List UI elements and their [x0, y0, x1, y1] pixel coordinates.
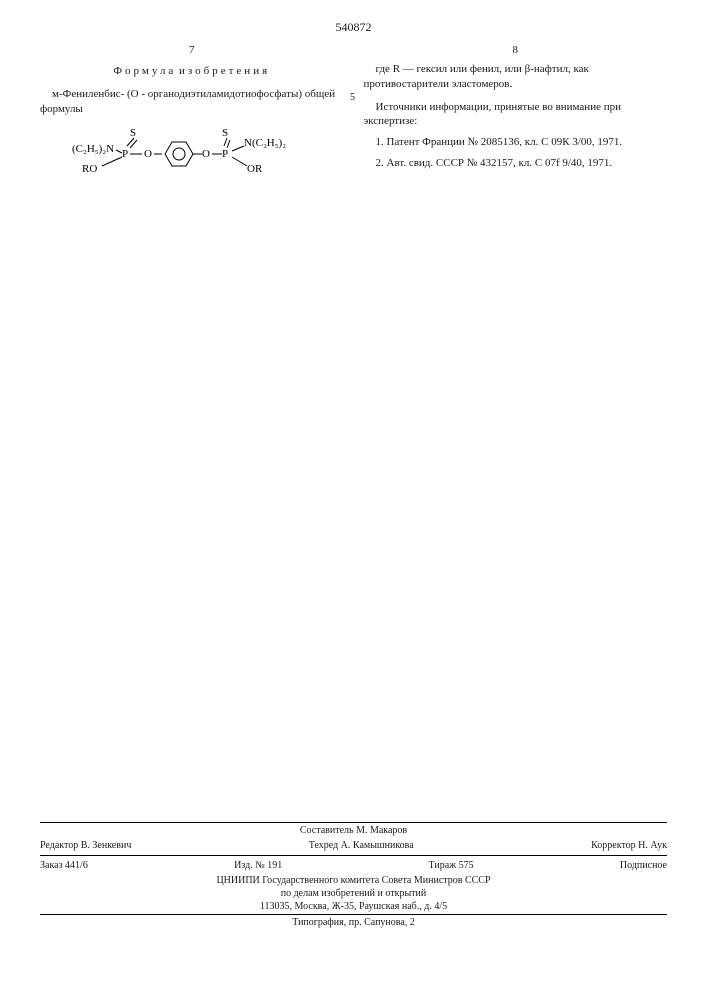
org2-line: по делам изобретений и открытий	[40, 888, 667, 899]
imprint-footer: Составитель М. Макаров Редактор В. Зенке…	[40, 820, 667, 930]
typo-line: Типография, пр. Сапунова, 2	[40, 917, 667, 928]
source-1: 1. Патент Франции № 2085136, кл. С 09К 3…	[364, 135, 668, 150]
svg-text:O: O	[144, 148, 152, 160]
editor-row: Редактор В. Зенкевич Техред А. Камышнико…	[40, 838, 667, 853]
footer-rule-2	[40, 855, 667, 856]
where-clause: где R — гексил или фенил, или β-нафтил, …	[364, 62, 668, 92]
svg-text:P: P	[222, 148, 228, 160]
sub-label: Подписное	[620, 860, 667, 871]
chem-svg: (C₂H₅)₂N S P RO O O	[72, 124, 312, 194]
two-column-layout: 7 Формула изобретения м-Фениленбис- (О -…	[40, 43, 667, 207]
formula-title: Формула изобретения	[40, 64, 344, 79]
svg-text:O: O	[202, 148, 210, 160]
tirazh-label: Тираж 575	[429, 860, 474, 871]
line-number-5: 5	[350, 92, 355, 103]
svg-text:N(C₂H₅)₂: N(C₂H₅)₂	[244, 137, 286, 149]
footer-rule-3	[40, 914, 667, 915]
source-2: 2. Авт. свид. СССР № 432157, кл. С 07f 9…	[364, 156, 668, 171]
right-page-number: 8	[364, 43, 668, 58]
svg-text:S: S	[130, 127, 136, 139]
print-row: Заказ 441/6 Изд. № 191 Тираж 575 Подписн…	[40, 858, 667, 873]
techred-label: Техред А. Камышникова	[309, 840, 414, 851]
org-line: ЦНИИПИ Государственного комитета Совета …	[40, 875, 667, 886]
left-page-number: 7	[40, 43, 344, 58]
right-column: 8 где R — гексил или фенил, или β-нафтил…	[364, 43, 668, 207]
corrector-label: Корректор Н. Аук	[591, 840, 667, 851]
sources-heading: Источники информации, принятые во вниман…	[364, 100, 668, 130]
document-number: 540872	[40, 20, 667, 35]
formula-title-word2: изобретения	[179, 65, 270, 77]
editor-label: Редактор В. Зенкевич	[40, 840, 131, 851]
svg-text:P: P	[122, 148, 128, 160]
addr-line: 113035, Москва, Ж-35, Раушская наб., д. …	[40, 901, 667, 912]
svg-text:OR: OR	[247, 163, 263, 175]
svg-text:S: S	[222, 127, 228, 139]
formula-title-word1: Формула	[113, 65, 176, 77]
order-label: Заказ 441/6	[40, 860, 88, 871]
compiler-line: Составитель М. Макаров	[40, 825, 667, 836]
svg-text:(C₂H₅)₂N: (C₂H₅)₂N	[72, 143, 114, 155]
footer-rule	[40, 822, 667, 823]
left-column: 7 Формула изобретения м-Фениленбис- (О -…	[40, 43, 344, 207]
izd-label: Изд. № 191	[234, 860, 282, 871]
intro-paragraph: м-Фениленбис- (О - органодиэтиламидотиоф…	[40, 87, 344, 117]
chemical-formula: (C₂H₅)₂N S P RO O O	[40, 124, 344, 199]
svg-text:RO: RO	[82, 163, 97, 175]
